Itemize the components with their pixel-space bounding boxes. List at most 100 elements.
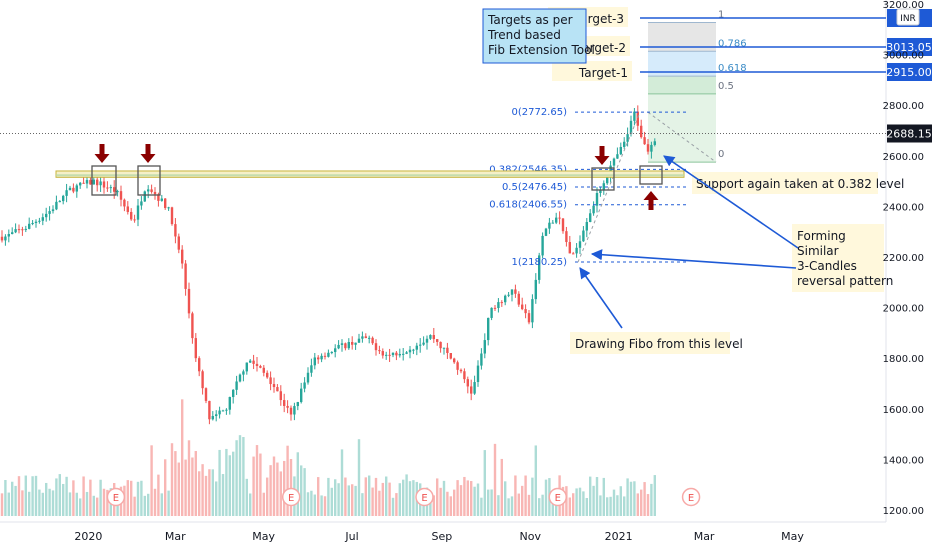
candle-body	[344, 343, 347, 349]
volume-bar	[228, 455, 231, 516]
volume-bar	[609, 496, 612, 516]
volume-bar	[150, 445, 153, 516]
candle-body	[493, 307, 497, 309]
candle-body	[306, 372, 310, 383]
volume-bar	[473, 486, 476, 516]
fib-retrace-label: 0.5(2476.45)	[502, 182, 567, 193]
candle-body	[490, 307, 493, 318]
candle-body	[153, 191, 157, 195]
candle-body	[119, 191, 123, 200]
volume-bar	[463, 476, 466, 516]
candle-body	[626, 134, 629, 142]
volume-bar	[38, 489, 41, 516]
pattern-note-line: Similar	[797, 244, 839, 258]
volume-bar	[147, 493, 150, 516]
volume-bar	[599, 495, 602, 516]
pattern-pointer-lower	[590, 249, 797, 269]
volume-bar	[459, 485, 463, 516]
volume-bar	[252, 456, 255, 516]
candle-body	[643, 137, 646, 145]
candle-body	[504, 295, 507, 303]
candle-body	[201, 371, 204, 389]
candle-body	[109, 187, 112, 189]
pattern-note-line: Forming	[797, 229, 846, 243]
candle-body	[160, 198, 163, 201]
volume-bar	[517, 493, 520, 516]
volume-bar	[623, 496, 626, 516]
volume-bar	[357, 439, 361, 516]
candle-body	[245, 362, 248, 372]
volume-bar	[279, 471, 282, 516]
volume-bar	[456, 480, 459, 516]
volume-bar	[351, 484, 354, 516]
candle-body	[235, 381, 238, 390]
volume-bar	[21, 490, 24, 516]
candle-body	[538, 255, 541, 280]
volume-bar	[643, 482, 646, 516]
candle-body	[96, 179, 99, 186]
volume-bar	[242, 437, 245, 516]
candle-body	[473, 382, 476, 394]
fib-ext-zone	[648, 76, 716, 94]
volume-bar	[238, 435, 242, 516]
candle-body	[412, 349, 415, 351]
volume-bar	[340, 449, 344, 516]
candle-body	[463, 371, 466, 380]
candle-body	[636, 111, 639, 126]
volume-bar	[235, 440, 238, 516]
currency-badge-label: INR	[900, 14, 916, 24]
candle-body	[592, 205, 595, 214]
volume-bar	[79, 498, 82, 516]
fib-ext-level-label: 0.618	[718, 63, 747, 74]
fib-ext-zone	[648, 93, 716, 163]
volume-bar	[442, 480, 446, 516]
volume-bar	[405, 474, 408, 516]
volume-bar	[629, 481, 633, 516]
annotation-overlay: E E E E E 0(2772.65) 0.382(2546.35) 0.5(2476.45…	[0, 7, 932, 507]
candle-body	[208, 400, 211, 420]
candle-body	[215, 414, 218, 417]
earnings-marker	[106, 487, 126, 507]
volume-bar	[215, 481, 218, 516]
candle-body	[113, 187, 116, 192]
time-axis-ticks: 2020 Mar May Jul Sep Nov 2021 Mar May	[74, 530, 804, 543]
target2-price-tag-bg	[887, 38, 932, 56]
candle-body	[266, 372, 269, 378]
time-tick-label: Sep	[432, 530, 453, 543]
volume-bar	[497, 495, 500, 516]
volume-bar	[28, 491, 31, 516]
volume-bar	[218, 449, 221, 516]
candle-body	[544, 228, 548, 236]
time-tick-label: 2020	[74, 530, 102, 543]
last-price-tag-bg	[887, 124, 932, 143]
pattern-note-bg	[792, 224, 884, 292]
price-axis-panel[interactable]	[886, 0, 932, 522]
volume-bar	[585, 497, 588, 516]
candle-body	[211, 416, 214, 420]
volume-bar	[320, 495, 323, 516]
target2-price-tag: 3013.05	[886, 41, 932, 54]
pattern-note-line: 3-Candles	[797, 259, 857, 273]
volume-bar	[555, 498, 558, 516]
time-tick-label: May	[252, 530, 275, 543]
volume-bar	[500, 458, 503, 516]
candle-body	[480, 353, 483, 366]
candle-body	[347, 342, 350, 349]
candle-body	[368, 337, 371, 339]
candle-body	[174, 224, 177, 237]
pattern-box	[91, 165, 117, 196]
time-axis-panel[interactable]	[0, 522, 932, 550]
volume-bar	[259, 453, 262, 516]
volume-bar	[408, 481, 412, 516]
volume-bar	[187, 440, 191, 516]
candle-body	[524, 309, 527, 314]
candle-body	[218, 410, 221, 415]
candle-body	[123, 199, 126, 207]
candle-body	[34, 221, 38, 224]
volume-bar	[395, 493, 398, 516]
volume-bar	[65, 476, 68, 516]
volume-bar	[354, 485, 357, 516]
candle-body	[334, 348, 337, 353]
candle-body	[456, 362, 459, 370]
